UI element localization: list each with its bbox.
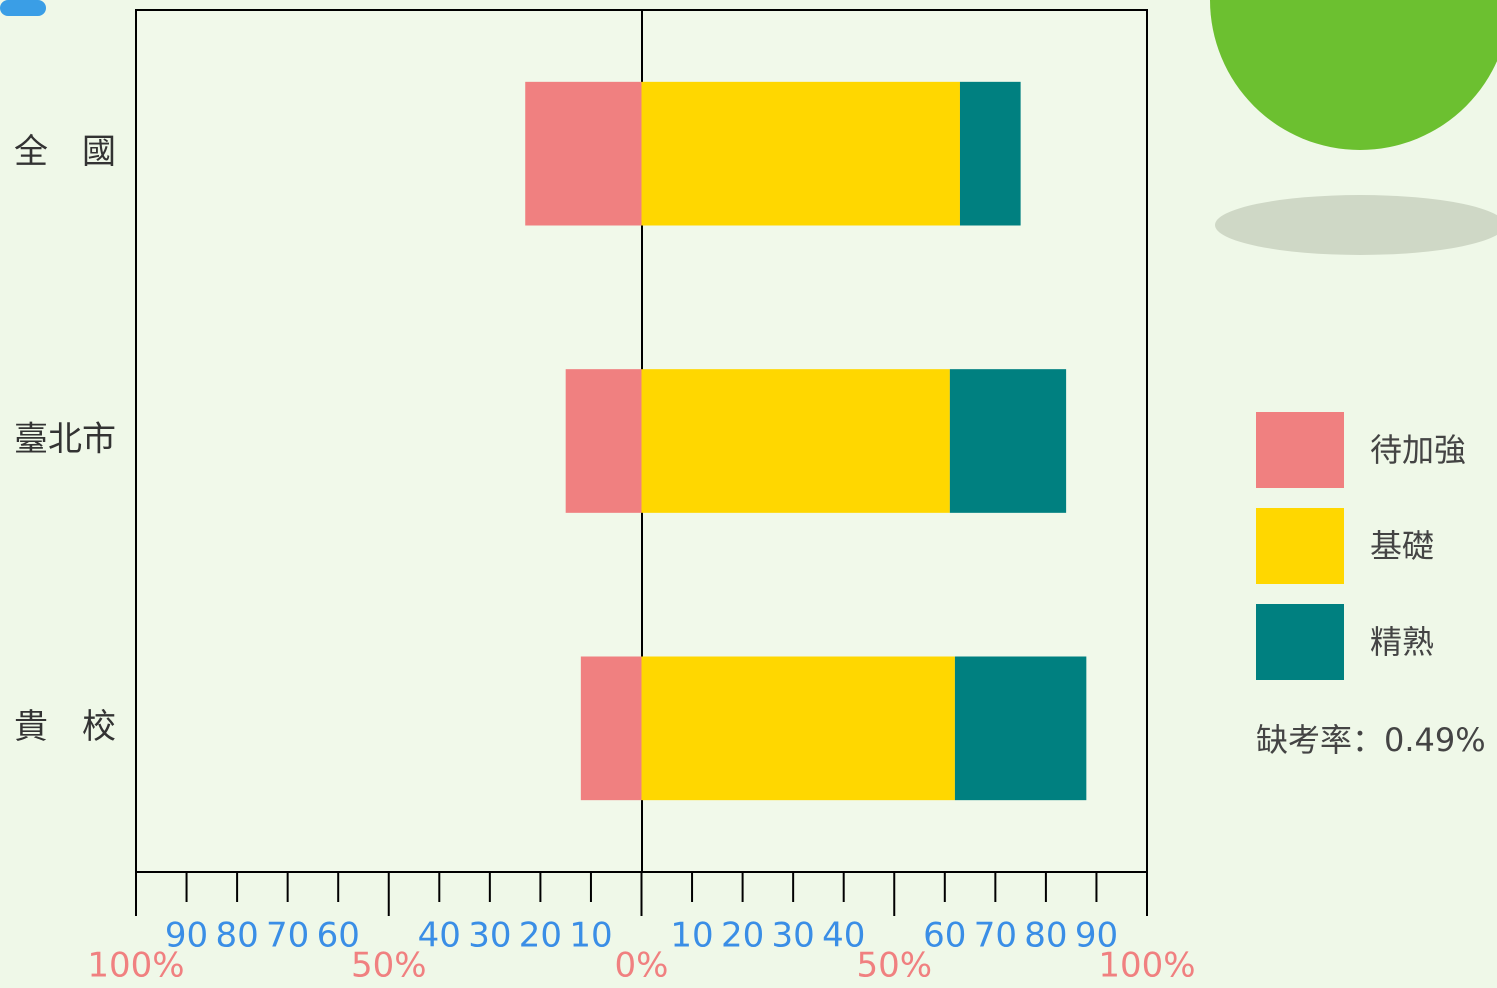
bar	[566, 369, 642, 513]
y-tick-label: 貴 校	[14, 707, 116, 747]
x-tick-label: 20	[721, 916, 764, 956]
legend-swatch	[1256, 412, 1344, 488]
legend-label: 待加強	[1370, 431, 1466, 469]
x-tick-label: 30	[772, 916, 815, 956]
legend-label: 精熟	[1370, 623, 1434, 661]
y-tick-label: 臺北市	[14, 420, 116, 460]
x-tick-label: 70	[974, 916, 1017, 956]
x-tick-label: 0%	[615, 946, 669, 986]
legend-label: 基礎	[1370, 527, 1434, 565]
bar	[955, 657, 1086, 801]
x-tick-label: 70	[266, 916, 309, 956]
bar	[642, 657, 955, 801]
annotation: 缺考率：0.49%	[1256, 721, 1486, 759]
x-tick-label: 100%	[1098, 946, 1195, 986]
bar	[960, 82, 1021, 226]
bar	[581, 657, 642, 801]
legend-swatch	[1256, 604, 1344, 680]
x-tick-label: 20	[519, 916, 562, 956]
y-tick-label: 全 國	[14, 132, 116, 172]
chart: 缺考率：0.49% 908070604030201010203040607080…	[0, 0, 1497, 988]
x-tick-label: 10	[569, 916, 612, 956]
x-tick-label: 80	[215, 916, 258, 956]
x-tick-label: 50%	[351, 946, 427, 986]
decoration-circle	[1210, 0, 1497, 150]
legend-swatch	[1256, 508, 1344, 584]
x-tick-label: 80	[1024, 916, 1067, 956]
x-tick-label: 100%	[87, 946, 184, 986]
bar	[642, 82, 960, 226]
decoration-icon	[0, 0, 46, 16]
bar	[950, 369, 1066, 513]
decoration-shadow	[1215, 195, 1497, 255]
bar	[525, 82, 641, 226]
x-tick-label: 50%	[856, 946, 932, 986]
bar	[642, 369, 950, 513]
x-tick-label: 10	[670, 916, 713, 956]
x-tick-label: 30	[468, 916, 511, 956]
